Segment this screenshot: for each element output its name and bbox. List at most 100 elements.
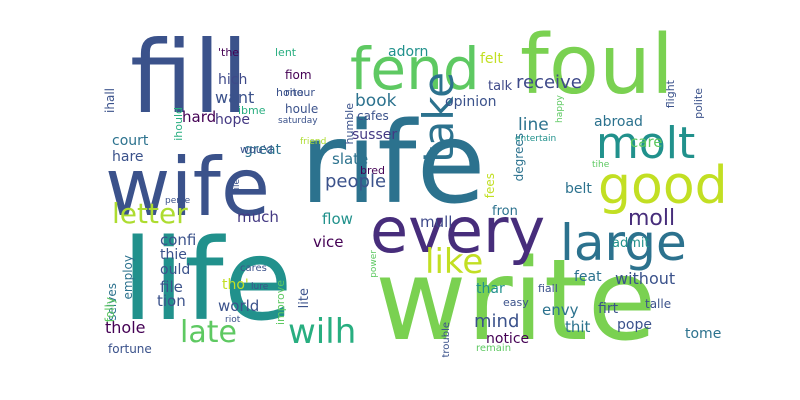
word-fees: fees <box>483 173 497 199</box>
word-susser: susser <box>352 127 398 143</box>
word-opinion: opinion <box>445 94 497 110</box>
word-humble: humble <box>343 103 356 145</box>
word-hich: hich <box>218 72 248 88</box>
word-mind: mind <box>474 311 520 332</box>
word-tho: tho' <box>222 277 249 293</box>
word-thar: thar <box>476 281 505 297</box>
word-fiall: fiall <box>538 282 558 295</box>
word-fill: fill <box>130 19 249 136</box>
word-mull: mull <box>420 213 453 231</box>
word-the: 'the <box>218 46 240 59</box>
word-wife: wife <box>105 141 271 234</box>
word-fron: fron <box>492 204 518 219</box>
word-slate: slate <box>332 150 369 168</box>
word-molt: molt <box>596 118 696 169</box>
word-polite: polite <box>692 88 705 119</box>
word-happy: happy <box>555 95 565 123</box>
word-moll: moll <box>628 206 676 231</box>
word-take: take <box>414 72 463 163</box>
word-employ: employ <box>121 255 135 300</box>
word-talk: talk <box>488 79 513 94</box>
word-fend: fend <box>350 35 480 103</box>
word-receive: receive <box>516 72 582 93</box>
word-felt: felt <box>480 51 503 67</box>
word-ihould: ihould <box>172 107 185 141</box>
word-cafes: cafes <box>357 109 389 123</box>
word-tome: tome <box>685 326 722 342</box>
word-court: court <box>112 133 149 149</box>
word-trouble: trouble <box>441 322 452 358</box>
word-riot: riot <box>225 315 241 325</box>
word-bred: bred <box>360 164 386 177</box>
word-lure: lure <box>251 282 269 292</box>
word-pope: pope <box>617 317 652 333</box>
word-adorn: adorn <box>388 44 429 60</box>
word-world: world <box>218 297 260 315</box>
word-fiom: fiom <box>285 68 312 82</box>
word-hare: hare <box>112 149 144 165</box>
word-people: people <box>325 171 387 192</box>
word-lite: lite <box>297 288 312 309</box>
word-ould: ould <box>160 262 191 278</box>
word-abroad: abroad <box>594 114 643 130</box>
word-line: line <box>518 115 549 135</box>
word-late: late <box>180 315 237 350</box>
word-houle: houle <box>285 102 319 116</box>
word-thit: thit <box>565 318 591 336</box>
word-want: want <box>215 88 255 107</box>
word-cares: cares <box>240 263 267 274</box>
word-envy: envy <box>542 301 579 319</box>
word-folly: folly <box>103 297 117 323</box>
word-great: great <box>244 142 282 158</box>
word-foul: foul <box>520 18 674 113</box>
word-ibme: ibme <box>238 104 266 117</box>
word-admit: admit <box>612 236 650 251</box>
word-like: like <box>425 242 484 282</box>
word-firt: firt <box>598 301 619 317</box>
word-wilh: wilh <box>288 312 357 352</box>
word-talle: talle <box>645 297 672 311</box>
word-lent: lent <box>275 46 297 59</box>
word-vice: vice <box>313 233 344 251</box>
word-care: care <box>630 133 663 151</box>
word-perse: perse <box>165 196 191 206</box>
word-hard: hard <box>182 108 217 126</box>
word-tion: tion <box>157 292 186 310</box>
word-notice: notice <box>486 331 530 347</box>
word-confi: confi <box>160 231 197 249</box>
word-thole: thole <box>105 318 146 337</box>
word-entertain: entertain <box>515 134 557 144</box>
word-much: much <box>237 208 279 226</box>
word-thie: thie <box>160 247 187 263</box>
word-lile: lile <box>232 179 242 193</box>
word-file: file <box>160 278 183 296</box>
word-woud: wou'd <box>240 143 273 156</box>
word-ihall: ihall <box>103 88 117 113</box>
word-large: large <box>560 214 687 272</box>
word-rite: rite <box>285 86 304 99</box>
word-rife: rife <box>300 99 486 229</box>
word-feat: feat <box>574 269 602 285</box>
word-easy: easy <box>503 296 529 309</box>
word-belt: belt <box>565 181 592 197</box>
word-remain: remain <box>476 343 512 354</box>
word-honour: honour <box>276 86 315 99</box>
word-flight: flight <box>664 80 677 109</box>
word-tihe: tihe <box>592 160 610 170</box>
word-flow: flow <box>322 210 353 228</box>
word-without: without <box>615 269 676 288</box>
word-letter: letter <box>112 197 188 230</box>
word-good: good <box>598 156 728 216</box>
word-life: life <box>122 216 293 346</box>
word-every: every <box>370 194 546 267</box>
word-improve: improve <box>274 280 287 326</box>
word-fortune: fortune <box>108 342 152 356</box>
word-hope: hope <box>215 112 250 128</box>
word-write: write <box>375 236 657 366</box>
word-saturday: saturday <box>278 116 318 126</box>
word-friend: friend <box>300 137 327 147</box>
word-power: power <box>369 250 379 278</box>
word-book: book <box>355 91 397 111</box>
